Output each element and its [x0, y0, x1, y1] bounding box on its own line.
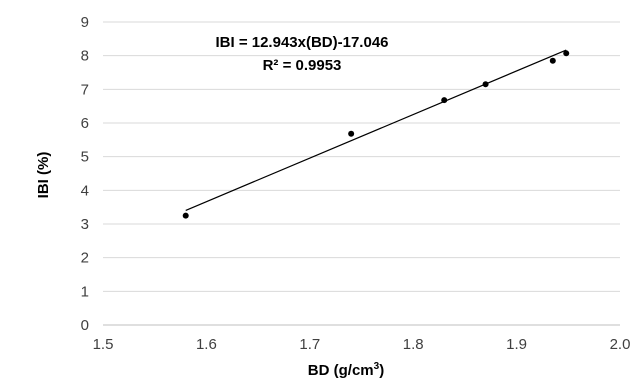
y-tick-label-6: 6 — [81, 115, 89, 132]
y-axis-title: IBI (%) — [35, 152, 52, 199]
y-tick-label-0: 0 — [81, 317, 89, 334]
r-squared-label: R² = 0.9953 — [263, 57, 342, 74]
data-point-3 — [441, 97, 448, 104]
x-tick-label-1.7: 1.7 — [299, 336, 320, 353]
data-point-6 — [563, 50, 570, 57]
x-axis-title: BD (g/cm3) — [308, 361, 384, 379]
x-tick-label-1.6: 1.6 — [196, 336, 217, 353]
x-tick-label-1.9: 1.9 — [506, 336, 527, 353]
x-axis-title-close: ) — [379, 362, 384, 379]
y-axis-ticks: 0 1 2 3 4 5 6 7 8 9 — [81, 14, 89, 334]
y-tick-label-8: 8 — [81, 48, 89, 65]
y-tick-label-1: 1 — [81, 283, 89, 300]
trendline — [185, 49, 567, 211]
y-tick-label-2: 2 — [81, 250, 89, 267]
data-point-2 — [348, 130, 355, 137]
y-tick-label-7: 7 — [81, 81, 89, 98]
data-point-5 — [549, 57, 556, 64]
y-tick-label-5: 5 — [81, 149, 89, 166]
data-points — [182, 50, 570, 219]
data-point-1 — [182, 212, 189, 219]
y-tick-label-9: 9 — [81, 14, 89, 31]
grid-lines — [103, 21, 620, 292]
y-tick-label-3: 3 — [81, 216, 89, 233]
x-axis-title-superscript: 3 — [374, 361, 380, 372]
x-tick-label-1.5: 1.5 — [93, 336, 114, 353]
equation-label: IBI = 12.943x(BD)-17.046 — [215, 34, 388, 51]
data-point-4 — [482, 81, 489, 88]
x-tick-label-2.0: 2.0 — [610, 336, 631, 353]
x-axis-ticks: 1.5 1.6 1.7 1.8 1.9 2.0 — [93, 336, 631, 353]
x-axis-title-text: BD (g/cm — [308, 362, 374, 379]
y-tick-label-4: 4 — [81, 182, 89, 199]
x-tick-label-1.8: 1.8 — [403, 336, 424, 353]
